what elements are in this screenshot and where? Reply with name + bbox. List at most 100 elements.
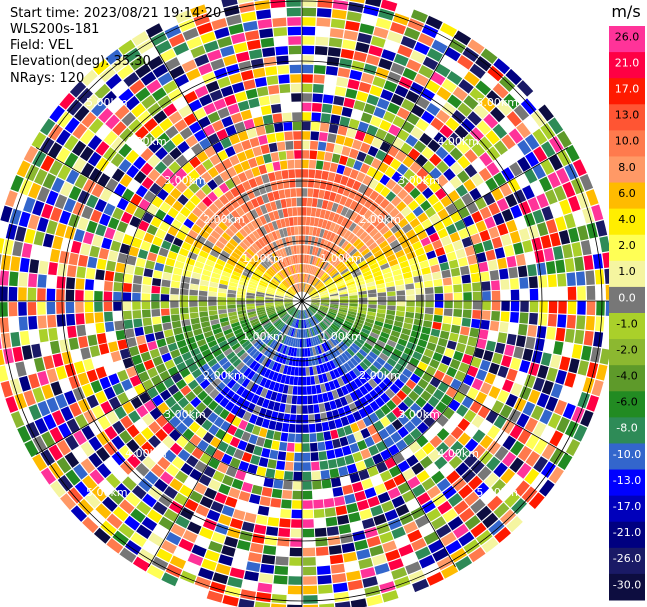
velocity-gate [453,500,469,515]
velocity-gate [227,293,236,298]
velocity-gate [330,348,338,358]
velocity-gate [427,48,443,62]
velocity-gate [586,285,596,300]
velocity-gate [291,286,297,294]
velocity-gate [56,129,71,146]
velocity-gate [389,353,400,363]
velocity-gate [325,351,332,361]
velocity-gate [374,182,385,194]
velocity-gate [377,292,387,297]
velocity-gate [66,169,80,185]
velocity-gate [264,368,272,379]
velocity-gate [316,565,331,575]
velocity-gate [307,178,315,188]
velocity-gate [265,297,274,300]
velocity-gate [471,158,485,172]
velocity-gate [285,198,292,208]
velocity-gate [346,348,355,357]
velocity-gate [373,107,386,119]
velocity-gate [396,305,406,312]
velocity-gate [182,428,195,441]
velocity-gate [323,498,335,508]
velocity-gate [288,327,294,336]
velocity-gate [235,51,250,63]
velocity-gate [314,55,327,65]
velocity-gate [56,147,71,164]
velocity-gate [112,506,129,522]
velocity-gate [367,335,378,343]
velocity-gate [202,269,212,277]
velocity-gate [366,594,383,607]
velocity-gate [403,396,415,408]
velocity-gate [501,419,515,435]
velocity-gate [354,377,363,388]
velocity-gate [341,240,349,250]
velocity-gate [241,431,251,442]
velocity-gate [271,316,279,323]
velocity-gate [413,275,423,283]
velocity-gate [439,55,456,70]
velocity-gate [373,205,384,216]
velocity-gate [244,343,253,352]
velocity-gate [437,362,449,374]
velocity-gate [3,348,14,364]
velocity-gate [157,456,171,470]
velocity-gate [304,264,308,273]
range-ring-label: 3.00km [398,174,440,187]
velocity-gate [133,433,147,447]
velocity-gate [365,277,375,284]
velocity-gate [304,283,308,292]
velocity-gate [141,293,151,301]
velocity-gate [141,133,156,147]
velocity-gate [463,453,478,468]
velocity-gate [310,304,319,309]
velocity-gate [311,356,316,366]
velocity-gate [60,406,74,422]
velocity-gate [421,372,433,383]
velocity-gate [355,337,365,345]
velocity-gate [137,110,152,125]
velocity-gate [307,255,312,264]
velocity-gate [349,248,358,257]
velocity-gate [289,287,296,295]
velocity-gate [580,409,594,427]
velocity-gate [288,45,302,55]
velocity-gate [325,371,333,382]
velocity-gate [292,386,298,395]
velocity-gate [154,161,168,174]
velocity-gate [95,141,110,156]
velocity-gate [320,305,329,310]
velocity-gate [425,365,437,376]
velocity-gate [194,85,209,98]
velocity-gate [255,301,265,304]
velocity-gate [10,331,21,347]
velocity-gate [104,311,114,322]
velocity-gate [248,232,258,242]
velocity-gate [394,279,404,286]
velocity-gate [564,258,575,273]
velocity-gate [209,154,221,166]
velocity-gate [279,364,285,374]
velocity-gate [207,412,219,423]
velocity-gate [304,338,307,348]
velocity-gate [405,362,417,373]
velocity-gate [218,309,227,315]
velocity-gate [373,26,389,39]
velocity-gate [463,133,477,148]
velocity-gate [141,301,151,310]
velocity-gate [136,335,147,345]
velocity-gate [330,301,339,303]
velocity-gate [324,152,333,162]
velocity-gate [467,111,482,126]
velocity-gate [280,199,287,209]
velocity-gate [312,227,318,236]
velocity-gate [179,367,191,378]
velocity-gate [253,255,262,263]
velocity-gate [130,508,146,523]
velocity-gate [376,283,386,289]
velocity-gate [143,359,155,371]
velocity-gate [147,168,161,182]
velocity-gate [179,82,194,96]
velocity-gate [160,294,170,301]
velocity-gate [371,328,381,335]
